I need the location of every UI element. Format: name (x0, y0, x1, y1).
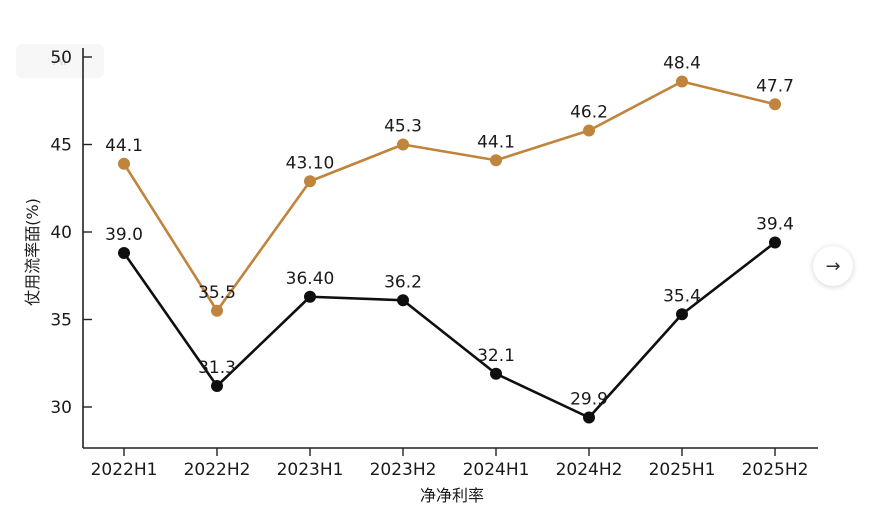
series-gold-point (490, 154, 502, 167)
series-gold-data-label: 48.4 (663, 54, 701, 74)
watermark: AI (16, 44, 104, 78)
y-tick-label: 35 (50, 311, 72, 331)
x-tick-label: 2022H2 (184, 460, 251, 480)
series-black-point (118, 247, 130, 259)
x-tick-label: 2025H1 (649, 460, 716, 480)
series-gold-line (122, 80, 776, 313)
series-gold-data-label: 44.1 (477, 132, 515, 152)
x-axis-title: 净净利率 (420, 486, 484, 505)
series-gold-data-label: 47.7 (756, 76, 794, 96)
series-gold-point (769, 98, 781, 111)
y-tick-label: 40 (50, 223, 72, 243)
series-gold-point (211, 304, 223, 317)
series-black-data-label: 39.4 (756, 215, 794, 235)
series-black-point (211, 380, 223, 392)
x-tick-label: 2024H1 (463, 460, 530, 480)
data-labels-layer: 44.1 35.5 43.10 45.3 44.1 46.2 48.4 47.7 39.0 31.… (105, 54, 794, 410)
series-gold-point (676, 75, 688, 88)
x-tick-label: 2024H2 (556, 460, 623, 480)
series-gold-point (118, 157, 130, 170)
arrow-right-icon: → (825, 255, 841, 277)
series-black-data-label: 36.40 (286, 269, 335, 289)
series-gold-data-label: 45.3 (384, 117, 422, 137)
series-gold-data-label: 43.10 (286, 153, 335, 173)
axes: 30 35 40 45 50 2022H1 2022H2 2023H1 2023H2 2024H1… (23, 48, 818, 505)
series-black-data-label: 32.1 (477, 346, 515, 366)
series-black-point (304, 290, 316, 303)
series-black-point (583, 411, 595, 424)
y-axis-title: 仗用流率皕(%) (23, 198, 42, 306)
x-tick-label: 2023H2 (370, 460, 437, 480)
series-gold-point (583, 124, 595, 137)
series-black-point (490, 367, 502, 380)
series-black-data-label: 36.2 (384, 272, 422, 292)
y-tick-label: 45 (50, 136, 72, 156)
series-black-data-label: 35.4 (663, 286, 701, 306)
series-black-point (676, 308, 688, 321)
x-tick-label: 2025H2 (742, 460, 809, 480)
series-gold-data-label: 44.1 (105, 136, 143, 156)
series-black-line (122, 241, 776, 419)
series-gold-data-label: 46.2 (570, 103, 608, 123)
series-gold-point (304, 175, 316, 188)
series-layer (118, 75, 781, 424)
series-black-point (769, 236, 781, 249)
y-tick-label: 50 (50, 48, 72, 68)
series-black-point (397, 294, 409, 307)
series-gold-point (397, 138, 409, 151)
y-tick-label: 30 (50, 398, 72, 418)
series-black-data-label: 31.3 (198, 358, 236, 378)
x-tick-label: 2022H1 (91, 460, 158, 480)
series-gold-data-label: 35.5 (198, 283, 236, 303)
x-tick-label: 2023H1 (277, 460, 344, 480)
series-black-data-label: 29.9 (570, 390, 608, 410)
series-black-data-label: 39.0 (105, 225, 143, 245)
next-button[interactable]: → (813, 246, 853, 286)
